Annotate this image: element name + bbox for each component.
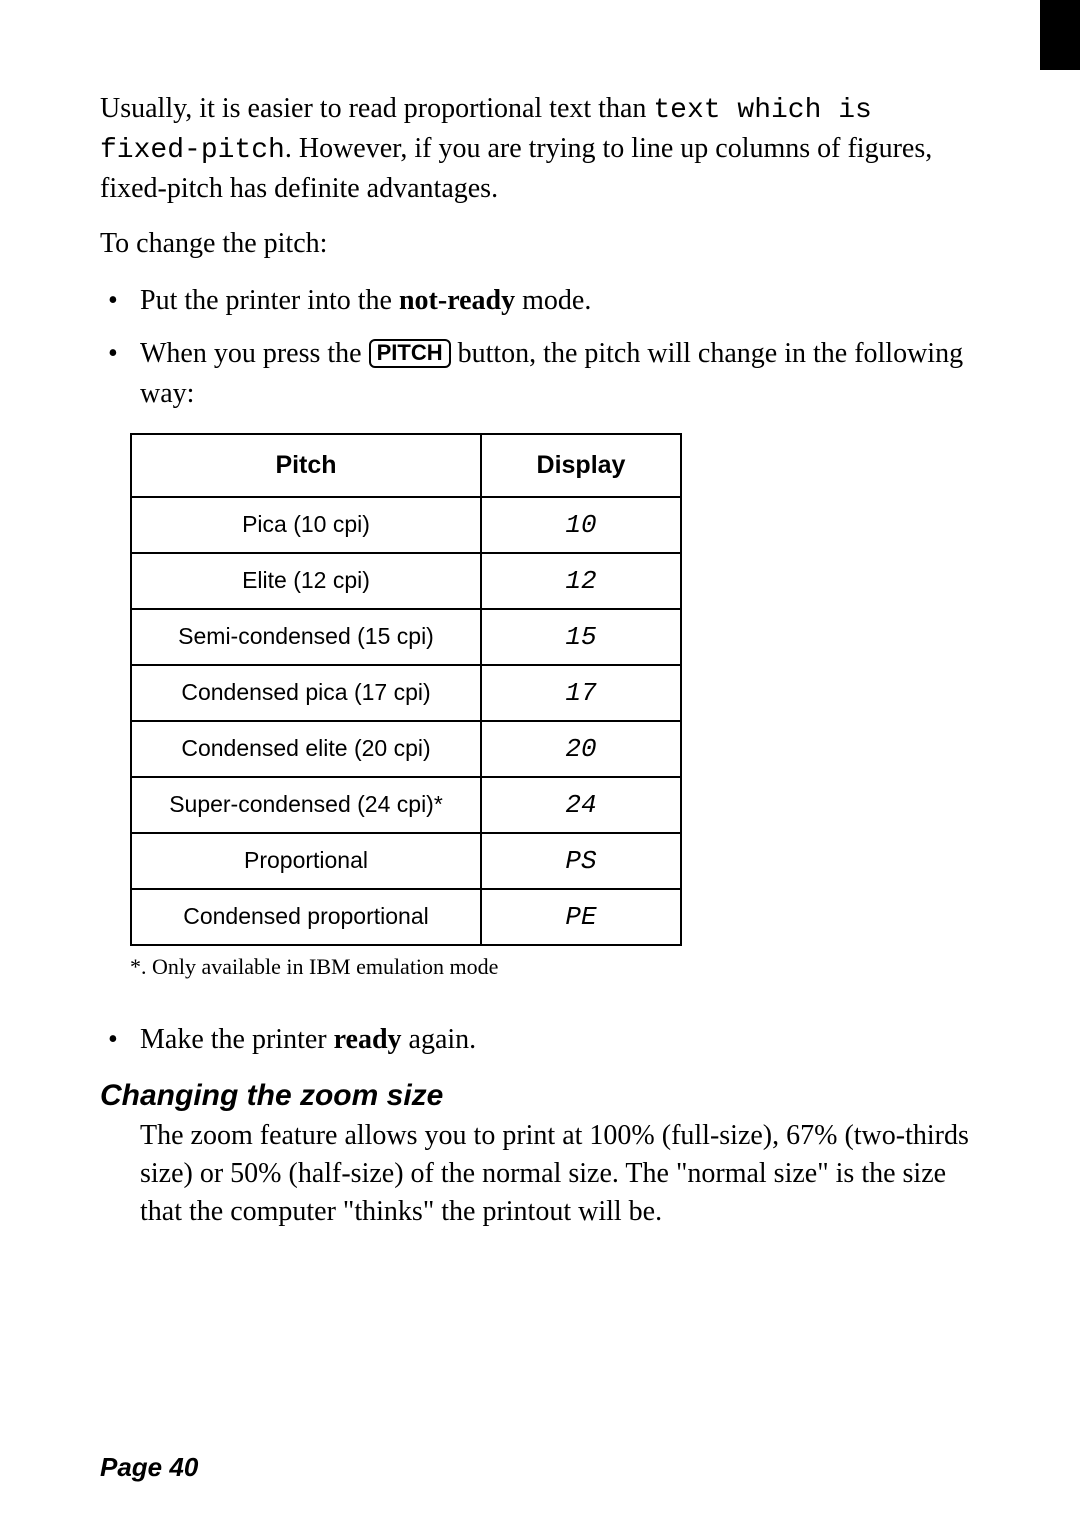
change-pitch-line: To change the pitch: bbox=[100, 225, 980, 263]
steps-list-2: Make the printer ready again. bbox=[100, 1020, 980, 1059]
step-not-ready: Put the printer into the not-ready mode. bbox=[100, 281, 980, 320]
intro-part1: Usually, it is easier to read proportion… bbox=[100, 93, 653, 124]
table-row: Pica (10 cpi)10 bbox=[131, 497, 681, 553]
page-edge-tab bbox=[1040, 0, 1080, 70]
th-pitch: Pitch bbox=[131, 434, 481, 497]
table-row: Condensed elite (20 cpi)20 bbox=[131, 721, 681, 777]
step-press-pitch: When you press the PITCH button, the pit… bbox=[100, 334, 980, 412]
table-row: Condensed pica (17 cpi)17 bbox=[131, 665, 681, 721]
table-row: Condensed proportionalPE bbox=[131, 889, 681, 945]
zoom-heading: Changing the zoom size bbox=[100, 1079, 980, 1113]
steps-list-1: Put the printer into the not-ready mode.… bbox=[100, 281, 980, 413]
zoom-paragraph: The zoom feature allows you to print at … bbox=[100, 1117, 980, 1230]
pitch-button-label: PITCH bbox=[369, 339, 451, 367]
intro-paragraph: Usually, it is easier to read proportion… bbox=[100, 90, 980, 207]
table-row: Super-condensed (24 cpi)*24 bbox=[131, 777, 681, 833]
table-row: Semi-condensed (15 cpi)15 bbox=[131, 609, 681, 665]
table-footnote: *. Only available in IBM emulation mode bbox=[130, 954, 980, 980]
table-row: Elite (12 cpi)12 bbox=[131, 553, 681, 609]
not-ready-bold: not-ready bbox=[399, 285, 515, 316]
ready-bold: ready bbox=[334, 1024, 402, 1055]
page-number: Page 40 bbox=[100, 1452, 198, 1483]
th-display: Display bbox=[481, 434, 681, 497]
pitch-table: Pitch Display Pica (10 cpi)10 Elite (12 … bbox=[130, 433, 682, 946]
table-row: ProportionalPS bbox=[131, 833, 681, 889]
step-ready: Make the printer ready again. bbox=[100, 1020, 980, 1059]
